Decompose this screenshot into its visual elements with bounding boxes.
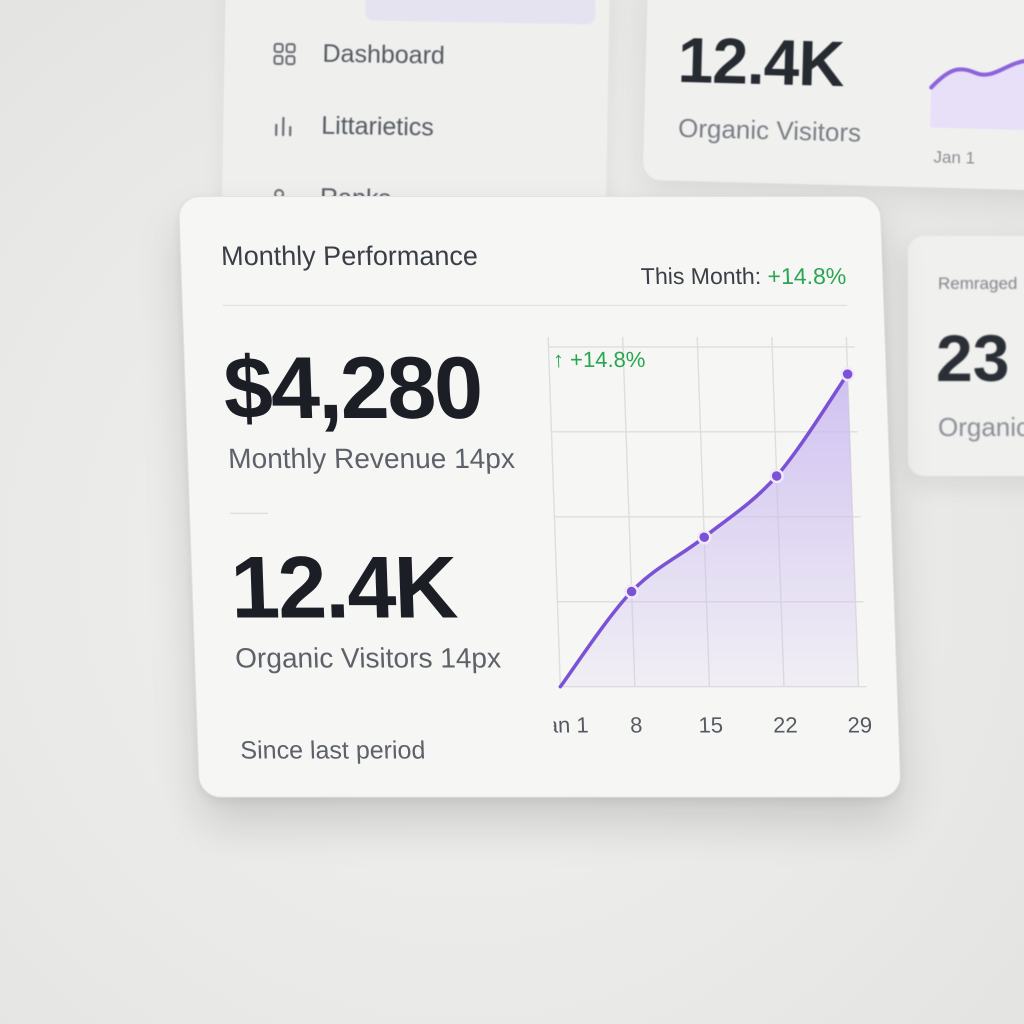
sidebar-item-label: Dashboard	[322, 39, 446, 70]
chart-data-point	[624, 584, 639, 599]
secondary-stat-sublabel: Organic V	[938, 412, 1024, 442]
sidebar-panel: Dashboard Littarietics Ranks	[221, 0, 610, 227]
visitors-summary-label: Organic Visitors	[677, 112, 862, 148]
sidebar-item-analytics[interactable]: Littarietics	[271, 111, 434, 143]
sidebar-active-highlight	[365, 0, 596, 25]
this-month-label: This Month:	[640, 262, 762, 289]
header-divider	[222, 304, 848, 306]
secondary-stat-label: Remraged	[938, 274, 1018, 293]
x-tick-label: 22	[773, 713, 798, 738]
visitors-label: Organic Visitors 14px	[234, 642, 502, 674]
this-month-change: +14.8%	[767, 262, 847, 289]
visitors-value: 12.4K	[228, 537, 458, 637]
chart-data-point	[769, 468, 784, 484]
visitors-sparkline	[929, 54, 1024, 132]
grid-icon	[272, 41, 296, 65]
chart-data-point	[840, 366, 855, 382]
x-tick-label: 29	[847, 713, 872, 738]
grid-line-vertical	[547, 336, 562, 687]
metric-divider	[230, 512, 269, 514]
sidebar-item-label: Littarietics	[321, 111, 435, 142]
secondary-stat-value: 23	[936, 321, 1010, 395]
x-tick-label: 8	[630, 713, 643, 738]
bar-chart-icon	[271, 113, 295, 137]
monthly-performance-card[interactable]: Monthly Performance This Month: +14.8% $…	[178, 196, 902, 798]
performance-area-chart[interactable]: Jan 1 8 15 22 29 ↑ +14.8%	[540, 327, 875, 747]
visitors-summary-card[interactable]: 12.4K Organic Visitors Jan 1	[642, 0, 1024, 191]
sidebar-item-dashboard[interactable]: Dashboard	[272, 39, 445, 71]
card-title: Monthly Performance	[220, 240, 479, 271]
this-month-summary: This Month: +14.8%	[640, 263, 846, 290]
since-last-period-label: Since last period	[239, 736, 426, 765]
x-tick-label: 15	[698, 713, 723, 738]
secondary-stat-card[interactable]: Remraged 23 Organic V	[908, 236, 1024, 476]
revenue-label: Monthly Revenue 14px	[227, 442, 516, 474]
visitors-summary-value: 12.4K	[676, 23, 845, 101]
chart-area-fill	[560, 374, 859, 687]
x-tick-label: Jan 1	[540, 713, 589, 738]
revenue-value: $4,280	[221, 337, 483, 437]
chart-data-point	[696, 529, 712, 545]
chart-change-annotation: ↑ +14.8%	[552, 347, 645, 372]
sparkline-tick-label: Jan 1	[933, 147, 976, 168]
